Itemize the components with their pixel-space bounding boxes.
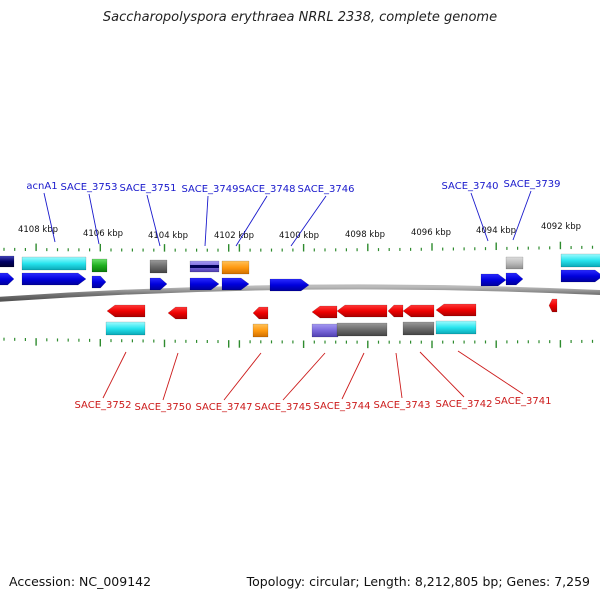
reverse-cds-arrow bbox=[387, 304, 404, 318]
forward-feature-block bbox=[21, 256, 87, 271]
reverse-feature-block bbox=[105, 321, 146, 336]
forward-cds-arrow bbox=[480, 273, 507, 287]
tick-label: 4094 kbp bbox=[476, 226, 516, 236]
forward-cds-arrow bbox=[91, 275, 107, 289]
reverse-gene-label: SACE_3747 bbox=[196, 402, 253, 413]
forward-gene-labels: acnA1 SACE_3753 SACE_3751 SACE_3749 SACE_374… bbox=[26, 179, 560, 195]
forward-gene-label: SACE_3753 bbox=[61, 182, 118, 193]
reverse-cds-arrow bbox=[252, 306, 269, 320]
forward-feature-block bbox=[149, 259, 168, 274]
tick-label: 4096 kbp bbox=[411, 228, 451, 238]
forward-feature-block bbox=[221, 260, 250, 275]
forward-cds-arrow bbox=[505, 272, 524, 286]
tick-label: 4100 kbp bbox=[279, 231, 319, 241]
coordinate-tick-labels: 4108 kbp 4106 kbp 4104 kbp 4102 kbp 4100 kbp… bbox=[18, 222, 581, 241]
reverse-label-leader bbox=[457, 350, 524, 395]
gene-features bbox=[0, 253, 600, 338]
reverse-cds-arrow bbox=[167, 306, 188, 320]
forward-gene-label: SACE_3740 bbox=[442, 181, 499, 192]
forward-cds-arrow bbox=[221, 277, 250, 291]
genome-summary-text: Topology: circular; Length: 8,212,805 bp… bbox=[246, 574, 590, 589]
forward-gene-label: SACE_3749 bbox=[182, 184, 239, 195]
reverse-cds-arrow bbox=[311, 305, 338, 319]
reverse-label-leader bbox=[282, 352, 326, 401]
coordinate-ticks bbox=[3, 241, 594, 349]
reverse-feature-block bbox=[435, 320, 477, 335]
reverse-cds-arrow bbox=[435, 303, 477, 317]
forward-gene-label: SACE_3739 bbox=[504, 179, 561, 190]
reverse-gene-label: SACE_3745 bbox=[255, 402, 312, 413]
reverse-cds-arrow bbox=[336, 304, 388, 318]
forward-cds-arrow bbox=[21, 272, 87, 286]
forward-label-leader bbox=[88, 193, 100, 245]
reverse-gene-label: SACE_3752 bbox=[75, 400, 132, 411]
forward-label-leader bbox=[470, 192, 489, 242]
forward-feature-block bbox=[505, 256, 524, 270]
forward-feature-block bbox=[560, 253, 600, 268]
reverse-label-leader bbox=[395, 352, 403, 399]
forward-label-leader bbox=[290, 195, 327, 247]
reverse-cds-arrow bbox=[548, 298, 558, 313]
tick-label: 4106 kbp bbox=[83, 229, 123, 239]
forward-cds-arrow bbox=[560, 269, 600, 283]
forward-cds-arrow bbox=[189, 277, 220, 291]
forward-gene-label: SACE_3748 bbox=[239, 184, 296, 195]
reverse-gene-label: SACE_3744 bbox=[314, 401, 371, 412]
tick-label: 4104 kbp bbox=[148, 231, 188, 241]
forward-feature-block bbox=[91, 258, 108, 273]
accession-text: Accession: NC_009142 bbox=[9, 574, 152, 589]
reverse-gene-label: SACE_3742 bbox=[436, 399, 493, 410]
tick-label: 4098 kbp bbox=[345, 230, 385, 240]
forward-label-leader bbox=[204, 195, 209, 247]
forward-label-leader bbox=[146, 194, 161, 247]
reverse-label-leader bbox=[223, 352, 262, 401]
map-title: Saccharopolyspora erythraea NRRL 2338, c… bbox=[102, 10, 498, 25]
forward-cds-arrow bbox=[149, 277, 168, 291]
forward-cds-arrow bbox=[0, 272, 15, 286]
reverse-label-leader bbox=[341, 352, 365, 400]
reverse-feature-block bbox=[311, 323, 339, 338]
forward-cds-arrow bbox=[269, 278, 310, 292]
reverse-gene-label: SACE_3750 bbox=[135, 402, 192, 413]
forward-gene-label: SACE_3746 bbox=[298, 184, 355, 195]
reverse-label-leader bbox=[102, 351, 127, 399]
reverse-gene-label: SACE_3743 bbox=[374, 400, 431, 411]
reverse-cds-arrow bbox=[106, 304, 146, 318]
forward-label-leader bbox=[43, 192, 56, 243]
tick-label: 4092 kbp bbox=[541, 222, 581, 232]
tick-label: 4102 kbp bbox=[214, 231, 254, 241]
reverse-feature-block bbox=[402, 321, 435, 336]
forward-feature-block bbox=[0, 255, 15, 268]
forward-label-leader bbox=[512, 190, 532, 241]
tick-label: 4108 kbp bbox=[18, 225, 58, 235]
reverse-label-leader bbox=[162, 352, 179, 401]
reverse-gene-labels: SACE_3752 SACE_3750 SACE_3747 SACE_3745 SACE… bbox=[75, 396, 552, 413]
forward-feature-stripe bbox=[190, 265, 219, 268]
reverse-gene-label: SACE_3741 bbox=[495, 396, 552, 407]
reverse-cds-arrow bbox=[402, 304, 435, 318]
forward-label-leader bbox=[235, 195, 268, 247]
forward-gene-label: SACE_3751 bbox=[120, 183, 177, 194]
reverse-feature-block bbox=[336, 322, 388, 337]
forward-gene-label: acnA1 bbox=[26, 181, 57, 192]
reverse-label-leader bbox=[419, 351, 465, 398]
label-leader-lines bbox=[43, 190, 532, 401]
reverse-feature-block bbox=[252, 323, 269, 338]
